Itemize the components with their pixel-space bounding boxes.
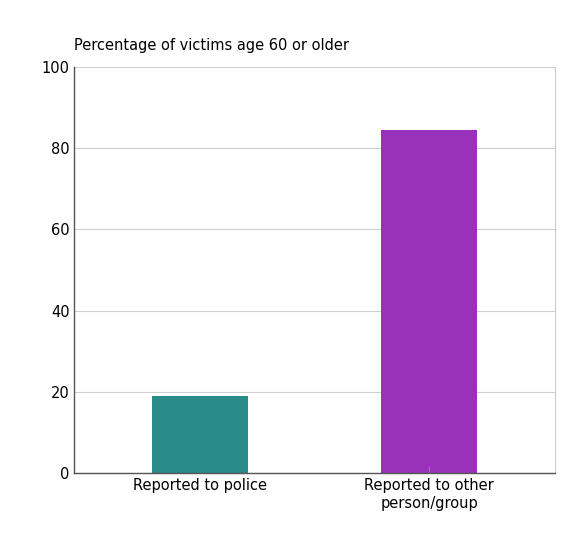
Text: Percentage of victims age 60 or older: Percentage of victims age 60 or older bbox=[74, 38, 349, 53]
Bar bbox=[381, 130, 477, 473]
Bar bbox=[152, 396, 248, 473]
